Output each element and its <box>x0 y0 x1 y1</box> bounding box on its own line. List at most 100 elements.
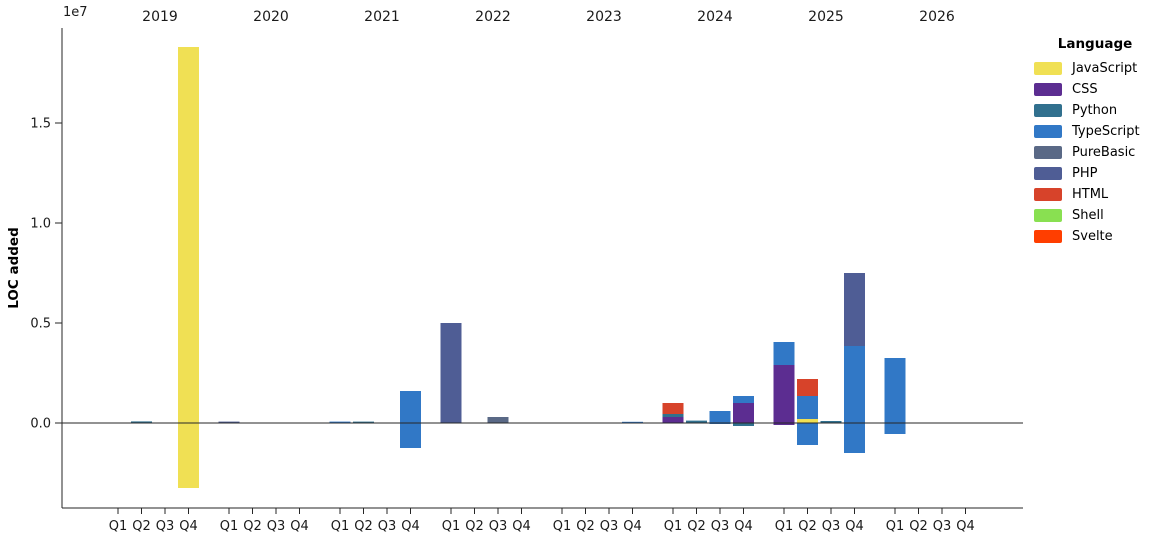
legend-swatch-css <box>1034 82 1062 96</box>
x-tick-label: Q1 <box>331 519 350 534</box>
x-tick-label: Q3 <box>600 519 619 534</box>
legend-title: Language <box>1057 36 1133 52</box>
x-tick-label: Q1 <box>109 519 128 534</box>
bar-segment-typescript <box>400 391 421 423</box>
x-tick-label: Q1 <box>664 519 683 534</box>
x-tick-label: Q2 <box>909 519 928 534</box>
bar-segment-css <box>733 403 754 423</box>
legend-item-python: Python <box>1034 102 1156 118</box>
legend-label: TypeScript <box>1072 123 1140 139</box>
legend-swatch-python <box>1034 103 1062 117</box>
bar-segment-typescript <box>400 423 421 448</box>
legend-swatch-typescript <box>1034 124 1062 138</box>
bar-segment-typescript <box>797 423 818 445</box>
bar-segment-typescript <box>884 358 906 423</box>
bar-segment-css <box>662 417 684 423</box>
legend-item-purebasic: PureBasic <box>1034 144 1156 160</box>
bar-segment-html <box>662 403 684 414</box>
bar-segment-python <box>733 423 754 426</box>
legend-label: PHP <box>1072 165 1098 181</box>
bar-segment-css <box>773 423 795 425</box>
x-tick-label: Q3 <box>156 519 175 534</box>
x-tick-label: Q4 <box>623 519 642 534</box>
x-tick-label: Q4 <box>179 519 198 534</box>
x-tick-label: Q4 <box>290 519 309 534</box>
legend-item-php: PHP <box>1034 165 1156 181</box>
legend-item-typescript: TypeScript <box>1034 123 1156 139</box>
year-label: 2019 <box>142 9 178 25</box>
bar-segment-html <box>797 379 818 396</box>
legend-label: Python <box>1072 102 1118 118</box>
x-tick-label: Q3 <box>267 519 286 534</box>
bar-segment-php <box>218 421 240 423</box>
x-tick-label: Q4 <box>512 519 531 534</box>
y-axis-offset-label: 1e7 <box>63 5 88 20</box>
y-axis-label: LOC added <box>6 227 22 309</box>
year-label: 2025 <box>808 9 844 25</box>
bar-segment-python <box>686 420 707 423</box>
x-tick-label: Q2 <box>798 519 817 534</box>
x-tick-label: Q1 <box>553 519 572 534</box>
x-tick-label: Q1 <box>220 519 239 534</box>
x-tick-label: Q2 <box>354 519 373 534</box>
y-tick-label: 1.5 <box>30 117 51 132</box>
bar-segment-typescript <box>329 421 351 423</box>
bar-segment-python <box>662 414 684 417</box>
y-tick-label: 0.5 <box>30 317 51 332</box>
legend-item-shell: Shell <box>1034 207 1156 223</box>
year-label: 2023 <box>586 9 622 25</box>
bar-segment-purebasic <box>487 417 509 423</box>
year-label: 2021 <box>364 9 400 25</box>
bar-segment-php <box>844 273 865 346</box>
legend-swatch-svelte <box>1034 229 1062 243</box>
bar-segment-javascript <box>178 423 199 488</box>
legend-label: HTML <box>1072 186 1109 202</box>
bar-segment-typescript <box>844 346 865 423</box>
legend-item-css: CSS <box>1034 81 1156 97</box>
bar-segment-typescript <box>709 411 731 423</box>
bar-segment-typescript <box>844 423 865 453</box>
bar-segment-python <box>131 421 152 423</box>
legend-swatch-html <box>1034 187 1062 201</box>
x-tick-label: Q3 <box>933 519 952 534</box>
x-tick-label: Q2 <box>132 519 151 534</box>
bar-segment-javascript <box>797 419 818 423</box>
bar-segment-python <box>353 421 374 423</box>
bar-segment-typescript <box>733 396 754 403</box>
x-tick-label: Q2 <box>243 519 262 534</box>
x-tick-label: Q4 <box>734 519 753 534</box>
x-tick-label: Q3 <box>822 519 841 534</box>
legend-swatch-javascript <box>1034 61 1062 75</box>
legend-swatch-shell <box>1034 208 1062 222</box>
x-tick-label: Q3 <box>711 519 730 534</box>
x-tick-label: Q1 <box>442 519 461 534</box>
bar-segment-typescript <box>884 423 906 434</box>
x-tick-label: Q4 <box>956 519 975 534</box>
year-label: 2026 <box>919 9 955 25</box>
year-label: 2020 <box>253 9 289 25</box>
x-tick-label: Q2 <box>576 519 595 534</box>
legend-item-html: HTML <box>1034 186 1156 202</box>
bar-segment-javascript <box>178 47 199 423</box>
year-label: 2024 <box>697 9 733 25</box>
legend-swatch-php <box>1034 166 1062 180</box>
bar-segment-typescript <box>622 421 643 423</box>
bar-segment-typescript <box>797 396 818 419</box>
x-tick-label: Q1 <box>886 519 905 534</box>
x-tick-label: Q4 <box>401 519 420 534</box>
legend-label: CSS <box>1072 81 1098 97</box>
legend-items: JavaScript CSS Python TypeScript PureBasic PH… <box>1034 61 1156 244</box>
x-tick-label: Q3 <box>489 519 508 534</box>
legend-label: Shell <box>1072 207 1104 223</box>
legend-swatch-purebasic <box>1034 145 1062 159</box>
bar-segment-css <box>773 365 795 423</box>
x-tick-label: Q2 <box>687 519 706 534</box>
year-label: 2022 <box>475 9 511 25</box>
x-tick-label: Q2 <box>465 519 484 534</box>
legend-label: PureBasic <box>1072 144 1136 160</box>
y-tick-label: 0.0 <box>30 417 51 432</box>
bar-segment-typescript <box>773 342 795 365</box>
bar-segment-python <box>820 421 842 423</box>
